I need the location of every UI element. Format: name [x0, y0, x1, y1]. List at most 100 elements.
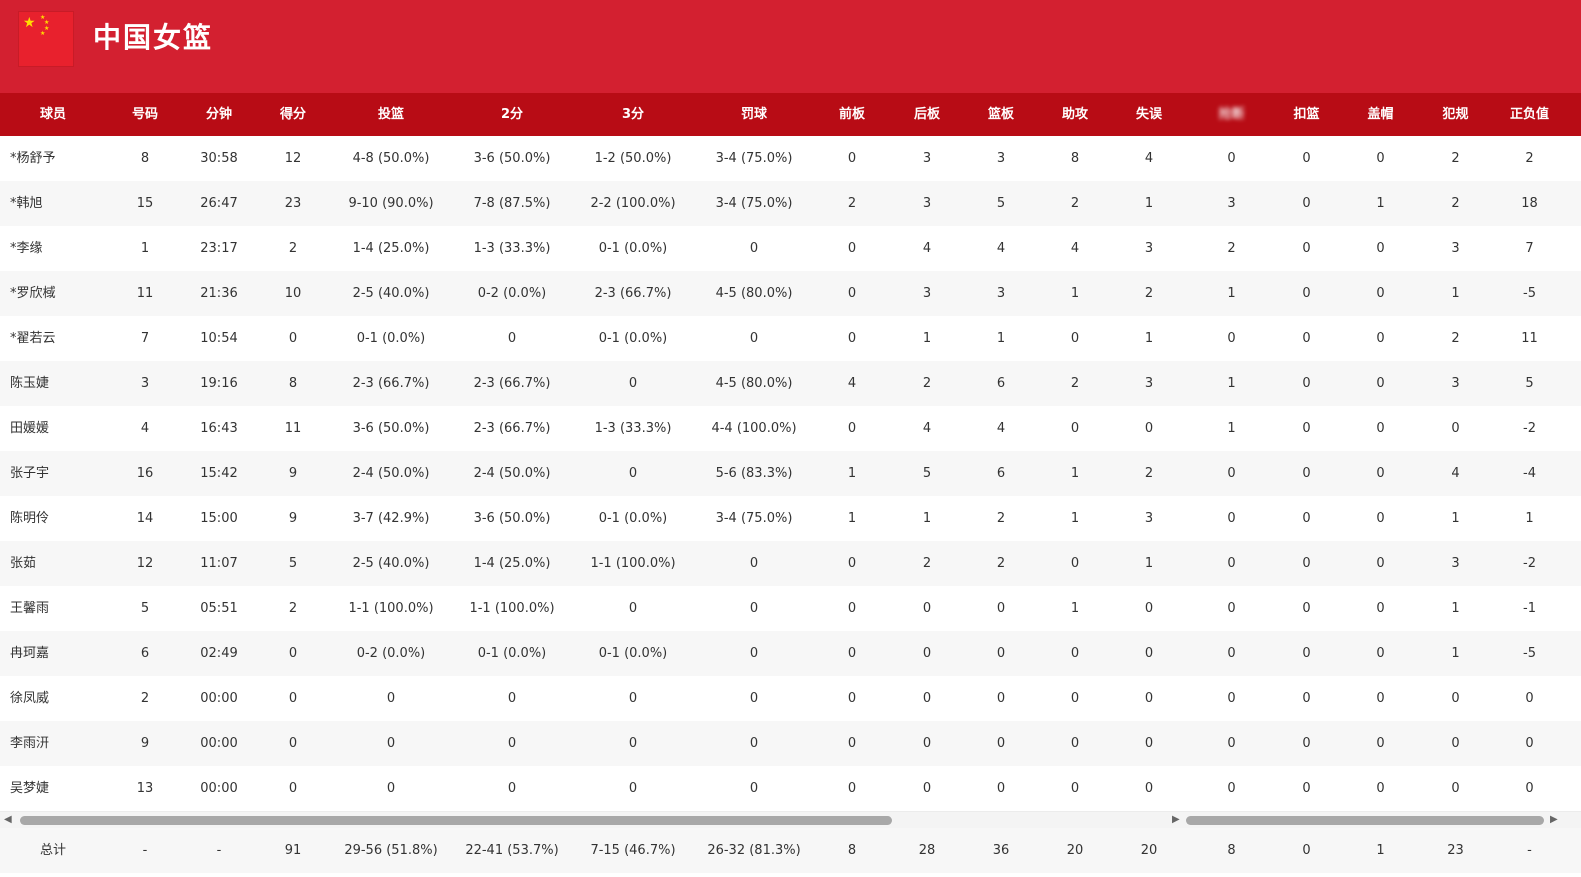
column-header-dreb[interactable]: 后板: [913, 107, 940, 122]
stat-p2: 3-6 (50.0%): [473, 151, 551, 166]
stat-oreb: 0: [847, 736, 857, 751]
stat-blk: 0: [1376, 601, 1385, 616]
stat-fg: 2-3 (66.7%): [352, 376, 430, 391]
stat-pf: 2: [1451, 331, 1460, 346]
column-header-ast[interactable]: 助攻: [1061, 107, 1088, 122]
stat-pts: 5: [288, 556, 298, 571]
stat-stl: 0: [1227, 331, 1236, 346]
stat-pts: 9: [288, 466, 298, 481]
column-header-fg[interactable]: 投篮: [377, 107, 404, 122]
scrollbar-thumb[interactable]: [1186, 816, 1544, 825]
stat-ft: 0: [749, 556, 759, 571]
stat-dreb: 0: [922, 646, 932, 661]
stat-min: 21:36: [200, 286, 238, 301]
stat-min: 00:00: [200, 691, 238, 706]
stat-p3: 0: [628, 466, 638, 481]
stat-stl: 0: [1227, 151, 1236, 166]
total-p3: 7-15 (46.7%): [590, 843, 676, 858]
stat-tov: 2: [1144, 286, 1154, 301]
stat-dnk: 0: [1302, 286, 1311, 301]
total-ft: 26-32 (81.3%): [707, 843, 801, 858]
stat-dreb: 3: [922, 286, 932, 301]
player-name: 王馨雨: [10, 601, 50, 616]
column-header-pm[interactable]: 正负值: [1509, 107, 1549, 122]
stat-pts: 10: [284, 286, 302, 301]
stat-oreb: 0: [847, 556, 857, 571]
stat-pm: -2: [1523, 556, 1536, 571]
stat-reb: 0: [996, 691, 1006, 706]
scrollbar-thumb[interactable]: [20, 816, 892, 825]
stat-pm: 11: [1521, 331, 1538, 346]
stat-fg: 0: [386, 736, 396, 751]
stat-reb: 4: [996, 241, 1006, 256]
stat-pts: 8: [288, 376, 298, 391]
column-header-min[interactable]: 分钟: [205, 107, 232, 122]
column-header-ft[interactable]: 罚球: [740, 107, 767, 122]
totals-label: 总计: [39, 843, 66, 858]
stat-blk: 0: [1376, 556, 1385, 571]
stat-ast: 1: [1070, 286, 1080, 301]
column-header-dnk[interactable]: 扣篮: [1293, 107, 1320, 122]
player-name: 徐凤威: [10, 691, 50, 706]
stat-dnk: 0: [1302, 781, 1311, 796]
column-header-pf[interactable]: 犯规: [1442, 107, 1469, 122]
column-header-oreb[interactable]: 前板: [838, 107, 865, 122]
horizontal-scrollbar-left[interactable]: ◀ ▶: [0, 812, 1186, 828]
stat-pts: 11: [284, 421, 302, 436]
stat-blk: 0: [1376, 781, 1385, 796]
stat-p3: 0-1 (0.0%): [598, 511, 668, 526]
stat-num: 5: [140, 601, 150, 616]
table-row: 3 0 1 2 18: [1186, 181, 1581, 227]
stat-pm: 0: [1525, 781, 1534, 796]
stat-pm: 7: [1525, 241, 1534, 256]
stat-min: 15:42: [200, 466, 238, 481]
stat-blk: 0: [1376, 241, 1385, 256]
column-header-reb[interactable]: 篮板: [987, 107, 1014, 122]
stat-tov: 1: [1144, 556, 1154, 571]
stat-pf: 1: [1451, 511, 1460, 526]
stats-header-left: 球员 号码 分钟 得分 投篮 2分 3分 罚球 前板 后板 篮板 助攻 失误: [0, 93, 1186, 136]
stat-ft: 3-4 (75.0%): [715, 151, 793, 166]
stat-blk: 0: [1376, 151, 1385, 166]
stat-pts: 12: [284, 151, 302, 166]
table-row: 0 0 0 4 -4: [1186, 451, 1581, 497]
scroll-left-arrow-icon[interactable]: ◀: [4, 814, 12, 825]
stat-pm: -5: [1523, 646, 1536, 661]
stat-p2: 0: [507, 331, 517, 346]
stat-blk: 0: [1376, 286, 1385, 301]
stat-stl: 1: [1227, 376, 1236, 391]
stat-min: 10:54: [200, 331, 238, 346]
column-header-p2[interactable]: 2分: [500, 107, 524, 122]
scroll-right-arrow-icon[interactable]: ▶: [1172, 814, 1180, 825]
stat-ft: 3-4 (75.0%): [715, 196, 793, 211]
column-header-blk[interactable]: 盖帽: [1367, 107, 1394, 122]
column-header-pts[interactable]: 得分: [279, 107, 306, 122]
stat-p3: 0-1 (0.0%): [598, 331, 668, 346]
china-flag-icon: ★ ★ ★ ★ ★: [18, 11, 74, 67]
column-header-stl[interactable]: 抢断: [1218, 107, 1245, 122]
stat-oreb: 1: [847, 511, 857, 526]
player-name: 李雨汧: [10, 736, 50, 751]
stat-reb: 1: [996, 331, 1006, 346]
stat-fg: 0: [386, 691, 396, 706]
total-num: -: [142, 843, 148, 858]
column-header-name[interactable]: 球员: [39, 107, 66, 122]
table-row: 0 0 0 3 -2: [1186, 541, 1581, 587]
stat-dnk: 0: [1302, 376, 1311, 391]
horizontal-scrollbar-right[interactable]: ▶: [1186, 812, 1581, 828]
table-row: 王馨雨 5 05:51 2 1-1 (100.0%) 1-1 (100.0%) 0 0 0 0 0 1…: [0, 586, 1186, 632]
table-row: 张茹 12 11:07 5 2-5 (40.0%) 1-4 (25.0%) 1-1 (100…: [0, 541, 1186, 587]
stat-stl: 0: [1227, 511, 1236, 526]
column-header-p3[interactable]: 3分: [621, 107, 645, 122]
table-row: *李缘 1 23:17 2 1-4 (25.0%) 1-3 (33.3%) 0-1 (0.0…: [0, 226, 1186, 272]
column-header-tov[interactable]: 失误: [1135, 107, 1162, 122]
total-pf: 23: [1447, 843, 1464, 858]
stat-dreb: 0: [922, 781, 932, 796]
column-header-num[interactable]: 号码: [131, 107, 158, 122]
stat-ast: 2: [1070, 196, 1080, 211]
player-name: *韩旭: [10, 196, 43, 211]
stat-reb: 2: [996, 556, 1006, 571]
stat-oreb: 0: [847, 241, 857, 256]
scroll-right-arrow-icon[interactable]: ▶: [1550, 814, 1558, 825]
stat-p2: 0-2 (0.0%): [477, 286, 547, 301]
